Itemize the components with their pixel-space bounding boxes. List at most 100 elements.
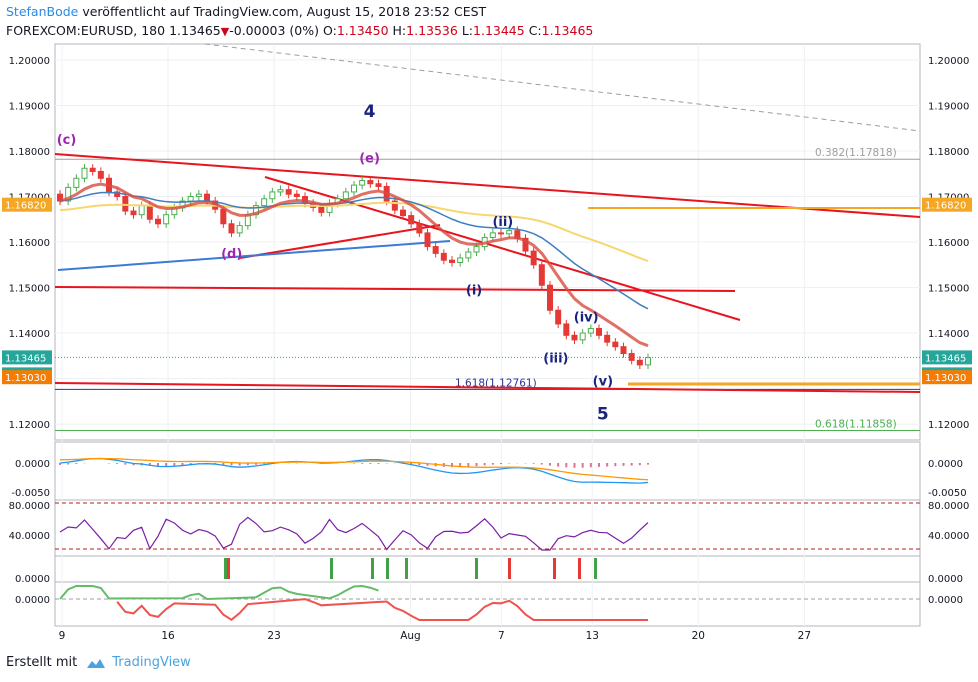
signal-bar [371,558,374,579]
candle-body [506,230,513,235]
chart-header: StefanBode veröffentlicht auf TradingVie… [6,4,966,20]
close-value: 1.13465 [541,23,594,38]
wave-label: 5 [597,405,609,425]
macd-histogram-bar [475,463,478,467]
candle-body [163,214,170,225]
macd-histogram-bar [410,463,413,465]
badge-last-left-bg [2,350,52,365]
candle-body [489,232,496,238]
wave-label: 4 [364,102,376,122]
macd-histogram-bar [189,463,192,465]
macd-histogram-bar [426,463,429,466]
badge-level-high-left-bg [2,197,52,212]
red-trendline [54,153,921,218]
wave-label: (iii) [543,352,568,367]
red-trendline [54,382,921,393]
badge-level-low-right-bg [922,370,972,385]
macd-histogram-bar [581,463,584,468]
red-trendline [239,224,441,259]
candle-body [73,177,80,188]
tradingview-logo[interactable]: TradingView [85,655,191,670]
wave-label: (iv) [574,311,599,326]
candle-body [146,205,153,220]
signal-bar [578,558,581,579]
tradingview-brand: TradingView [112,655,191,670]
y-tick-left: 1.16000 [9,238,50,249]
open-value: 1.13450 [336,23,389,38]
candle-body [563,323,570,336]
candle-body [89,167,96,172]
badge-level-high-left: 1.16820 [5,201,46,212]
pane-tick-left: 0.0000 [15,574,50,585]
pane-tick-left: 0.0000 [15,459,50,470]
macd-histogram-bar [549,463,551,466]
macd-histogram-bar [589,463,592,468]
wave-label: (ii) [492,215,513,230]
pane-tick-right: 0.0000 [928,595,963,606]
macd-histogram-bar [255,463,257,465]
candle-body [400,209,406,217]
candle-body [293,193,300,197]
candle-body [555,309,562,325]
candle-body [187,195,194,202]
low-value: 1.13445 [473,23,525,38]
candle-body [440,252,447,261]
badge-last-right-bg [922,350,972,365]
x-tick: 23 [267,630,280,642]
symbol-line: FOREXCOM:EURUSD, 180 1.13465 ▼-0.00003 (0… [6,23,593,40]
macd-histogram-bar [165,463,168,467]
x-tick: Aug [400,630,421,642]
author-name[interactable]: StefanBode [6,4,79,19]
candle-body [97,170,104,179]
signal-bar [227,558,230,579]
candle-body [645,357,651,366]
y-tick-left: 1.18000 [9,147,50,158]
x-tick: 9 [59,630,66,642]
candle-body [261,198,268,207]
signal-bar [553,558,556,579]
macd-histogram-bar [459,463,462,468]
macd-histogram-bar [622,463,625,466]
symbol: FOREXCOM:EURUSD, 180 [6,23,166,38]
macd-histogram-bar [361,463,364,464]
macd-histogram-bar [467,463,470,467]
pane-tick-right: 40.0000 [928,531,969,542]
macd-histogram-bar [116,463,119,464]
candle-body [432,246,439,254]
open-label: O: [322,23,337,38]
macd-histogram-bar [157,463,159,467]
candle-body [391,200,398,211]
y-tick-right: 1.19000 [928,101,969,112]
high-value: 1.13536 [406,23,458,38]
candle-body [424,232,431,248]
y-tick-left: 1.20000 [9,56,50,67]
macd-histogram-bar [491,463,494,465]
macd-line [59,457,649,484]
high-label: H: [392,23,407,38]
macd-histogram-bar [557,463,560,467]
y-tick-right: 1.18000 [928,147,969,158]
candle-body [130,210,137,216]
candle-body [408,215,415,225]
signal-pane [54,555,921,583]
macd-histogram-bar [451,463,453,468]
macd-histogram-bar [638,463,641,466]
y-tick-left: 1.15000 [9,284,50,295]
down-arrow-icon: ▼ [220,25,230,38]
badge-level-low-left-bg [2,370,52,385]
y-tick-left: 1.19000 [9,101,50,112]
macd-histogram-bar [483,463,486,466]
macd-histogram-bar [614,463,617,467]
ema-mid-line [59,191,649,310]
candle-body [155,218,161,225]
tradingview-cloud-icon [87,658,106,668]
macd-histogram-bar [75,463,78,464]
close-label: C: [528,23,542,38]
rsi-line [59,516,649,551]
price-change: -0.00003 (0%) [229,23,319,38]
signal-bar [386,558,389,579]
wave-label: (i) [466,283,482,298]
x-tick: 16 [161,630,175,642]
signal-bar [475,558,478,579]
